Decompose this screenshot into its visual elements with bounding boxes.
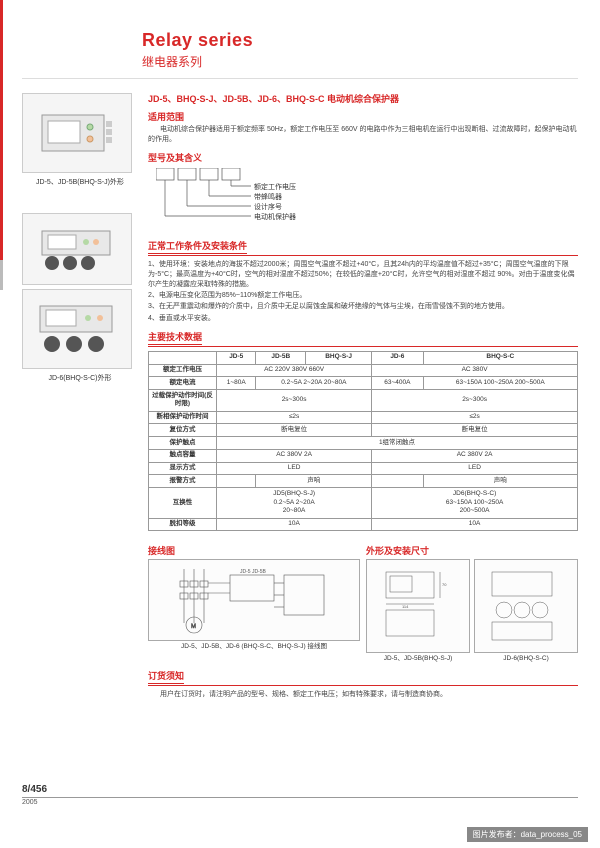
right-column: JD-5、BHQ-S-J、JD-5B、JD-6、BHQ-S-C 电动机综合保护器… xyxy=(148,93,578,702)
svg-text:带蜂鸣器: 带蜂鸣器 xyxy=(254,192,282,201)
cond-4: 4、垂直或水平安装。 xyxy=(148,314,578,324)
left-column: JD-5、JD-5B(BHQ-S-J)外形 JD-6(BHQ-S- xyxy=(22,93,138,702)
table-row: 脱扣等级10A10A xyxy=(149,518,578,531)
spec-col: JD-6 xyxy=(372,351,423,364)
spec-col: BHQ-S-C xyxy=(423,351,577,364)
spec-col: BHQ-S-J xyxy=(306,351,372,364)
model-diagram: 额定工作电压 带蜂鸣器 设计序号 电动机保护器 xyxy=(156,168,578,228)
product-title: JD-5、BHQ-S-J、JD-5B、JD-6、BHQ-S-C 电动机综合保护器 xyxy=(148,93,578,105)
fig1-caption: JD-5、JD-5B(BHQ-S-J)外形 xyxy=(22,177,138,187)
diagram-row: 接线图 M xyxy=(148,539,578,664)
cond-3: 3、在无严重震动和爆炸的介质中，且介质中无足以腐蚀金属和破坏绝缘的气体与尘埃，在… xyxy=(148,302,578,312)
dim-heading: 外形及安装尺寸 xyxy=(366,545,578,557)
wiring-diagram: M JD-5 JD-5B xyxy=(148,559,360,641)
spec-col: JD-5 xyxy=(217,351,256,364)
svg-text:JD-5 JD-5B: JD-5 JD-5B xyxy=(240,569,267,575)
svg-text:电动机保护器: 电动机保护器 xyxy=(254,212,296,221)
conditions-heading: 正常工作条件及安装条件 xyxy=(148,240,247,254)
product-photo-1 xyxy=(22,93,132,173)
wiring-caption: JD-5、JD-5B、JD-6 (BHQ-S-C、BHQ-S-J) 接线图 xyxy=(148,643,360,652)
table-row: 互换性JD5(BHQ-S-J) 0.2~5A 2~20A 20~80AJD6(B… xyxy=(149,488,578,518)
table-row: 额定工作电压AC 220V 380V 660VAC 380V xyxy=(149,364,578,377)
spec-table: JD-5JD-5BBHQ-S-JJD-6BHQ-S-C 额定工作电压AC 220… xyxy=(148,351,578,531)
spec-heading: 主要技术数据 xyxy=(148,331,202,345)
header-hr xyxy=(22,78,578,79)
table-row: 报警方式声响声响 xyxy=(149,475,578,488)
product-photo-2b xyxy=(22,289,132,369)
table-row: 复位方式断电复位断电复位 xyxy=(149,424,578,437)
svg-text:设计序号: 设计序号 xyxy=(254,202,282,211)
table-row: 保护触点1组常闭触点 xyxy=(149,437,578,450)
header-block: Relay series 继电器系列 xyxy=(22,30,578,79)
order-heading: 订货须知 xyxy=(148,670,184,684)
table-row: 断相保护动作时间≤2s≤2s xyxy=(149,411,578,424)
header-en: Relay series xyxy=(142,30,578,51)
footer-hr xyxy=(22,797,578,798)
header-cn: 继电器系列 xyxy=(142,53,578,70)
svg-text:M: M xyxy=(191,624,196,630)
footer-year: 2005 xyxy=(22,799,578,806)
svg-text:额定工作电压: 额定工作电压 xyxy=(254,182,296,191)
table-row: 触点容量AC 380V 2AAC 380V 2A xyxy=(149,449,578,462)
side-red-bar xyxy=(0,0,3,260)
product-photo-2a xyxy=(22,213,132,285)
dim-caption-b: JD-6(BHQ-S-C) xyxy=(474,655,578,664)
model-heading: 型号及其含义 xyxy=(148,152,578,164)
fig2-caption: JD-6(BHQ-S-C)外形 xyxy=(22,373,138,383)
watermark: 图片发布者：data_process_05 xyxy=(467,827,588,842)
dimension-diagrams: 114 70 xyxy=(366,559,578,653)
scope-heading: 适用范围 xyxy=(148,111,578,123)
table-row: 过载保护动作时间(反时限)2s~300s2s~300s xyxy=(149,390,578,412)
wiring-heading: 接线图 xyxy=(148,545,360,557)
table-row: 额定电流1~80A0.2~5A 2~20A 20~80A63~400A63~15… xyxy=(149,377,578,390)
body-area: JD-5、JD-5B(BHQ-S-J)外形 JD-6(BHQ-S- xyxy=(22,93,578,702)
cond-1: 1、使用环境：安装地点的海拔不超过2000米；周围空气温度不超过+40°C，且其… xyxy=(148,260,578,290)
side-gray-bar xyxy=(0,260,3,290)
table-row: 显示方式LEDLED xyxy=(149,462,578,475)
spec-col: JD-5B xyxy=(256,351,306,364)
page: Relay series 继电器系列 JD-5、JD-5B(BHQ-S-J)外形 xyxy=(0,0,600,848)
scope-text: 电动机综合保护器适用于额定频率 50Hz，额定工作电压至 660V 的电路中作为… xyxy=(148,125,578,145)
cond-2: 2、电源电压变化范围为85%~110%额定工作电压。 xyxy=(148,291,578,301)
dim-caption-a: JD-5、JD-5B(BHQ-S-J) xyxy=(366,655,470,664)
footer: 8/456 2005 xyxy=(22,784,578,806)
svg-text:70: 70 xyxy=(442,582,447,587)
order-text: 用户在订货时，请注明产品的型号、规格、额定工作电压；如有特殊要求，请与制造商协商… xyxy=(148,690,578,700)
svg-text:114: 114 xyxy=(402,604,409,609)
page-number: 8/456 xyxy=(22,784,578,795)
